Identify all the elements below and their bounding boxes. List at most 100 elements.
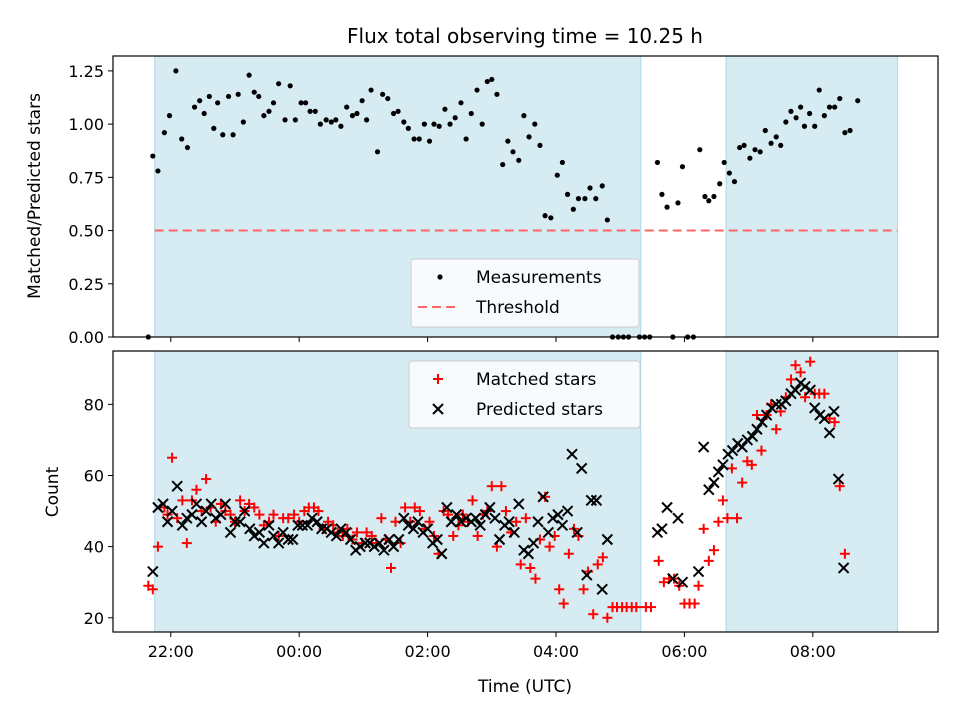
measurement-point <box>526 134 532 140</box>
measurement-point <box>344 104 350 110</box>
measurement-point <box>837 95 843 102</box>
measurement-point <box>783 119 789 125</box>
matched-star-point <box>703 555 714 566</box>
measurement-point <box>675 200 681 206</box>
legend-threshold-label: Threshold <box>475 298 560 318</box>
x-tick-label: 22:00 <box>148 642 194 661</box>
predicted-star-point <box>166 505 178 517</box>
legend-matched-marker <box>433 374 443 384</box>
predicted-star-point <box>445 516 458 528</box>
matched-star-point <box>713 516 724 527</box>
legend-predicted-marker <box>432 403 444 415</box>
measurement-point <box>338 123 344 129</box>
measurement-point <box>798 104 804 110</box>
measurement-point <box>505 138 511 144</box>
matched-star-point <box>805 356 816 367</box>
measurement-point <box>225 93 232 100</box>
measurement-point <box>220 132 226 138</box>
predicted-star-point <box>190 498 203 510</box>
matched-star-point <box>717 495 728 506</box>
matched-star-point <box>167 452 178 463</box>
matched-star-point <box>424 516 435 527</box>
matched-star-point <box>361 527 372 538</box>
predicted-star-point <box>692 565 705 578</box>
measurement-point <box>150 153 156 159</box>
predicted-star-point <box>229 516 241 528</box>
measurement-point <box>155 168 161 174</box>
top-panel: 0.00 0.25 0.50 0.75 1.00 1.25 Matched/Predict… <box>25 55 939 347</box>
predicted-star-point <box>804 384 816 396</box>
matched-star-point <box>698 523 709 534</box>
measurement-point <box>235 91 241 97</box>
measurement-point <box>731 178 738 185</box>
matched-star-point <box>323 516 334 527</box>
predicted-star-point <box>756 416 768 428</box>
matched-star-point <box>819 388 830 399</box>
predicted-star-point <box>703 484 715 496</box>
matched-star-point <box>289 509 300 520</box>
predicted-star-point <box>340 526 352 539</box>
predicted-star-point <box>152 501 164 514</box>
measurement-point <box>599 183 605 189</box>
measurement-point <box>593 196 599 202</box>
top-y-tick-label: 0.50 <box>68 222 104 241</box>
measurement-point <box>447 121 453 127</box>
measurement-point <box>431 121 437 127</box>
measurement-point <box>215 100 221 106</box>
matched-star-point <box>467 495 478 506</box>
measurement-point <box>197 98 203 104</box>
top-y-tick-label: 1.00 <box>68 115 104 134</box>
matched-star-point <box>756 445 767 456</box>
measurement-point <box>847 127 853 134</box>
predicted-star-point <box>200 505 212 517</box>
predicted-star-point <box>253 526 266 539</box>
measurement-point <box>442 106 448 112</box>
measurement-point <box>211 125 217 131</box>
measurement-point <box>801 123 808 129</box>
measurement-point <box>349 113 356 119</box>
matched-star-point <box>177 495 188 506</box>
predicted-star-point <box>537 491 549 503</box>
matched-star-point <box>235 495 246 506</box>
predicted-star-point <box>277 526 289 539</box>
legend-matched-label: Matched stars <box>476 370 596 390</box>
predicted-star-point <box>315 523 328 535</box>
matched-star-point <box>592 559 603 570</box>
measurement-point <box>474 87 480 93</box>
matched-star-point <box>631 602 642 613</box>
measurement-point <box>401 119 407 125</box>
predicted-star-point <box>161 516 174 528</box>
measurement-point <box>842 130 848 136</box>
measurement-point <box>706 198 712 204</box>
measurement-point <box>251 89 257 95</box>
matched-star-point <box>520 513 531 524</box>
measurement-point <box>363 117 370 123</box>
predicted-star-point <box>306 512 318 524</box>
matched-star-point <box>515 559 526 570</box>
measurement-point <box>256 93 262 100</box>
matched-star-point <box>366 530 377 541</box>
predicted-star-point <box>676 576 689 588</box>
measurement-point <box>702 193 708 200</box>
predicted-star-point <box>244 523 256 535</box>
predicted-star-point <box>263 519 275 531</box>
predicted-star-point <box>248 530 260 542</box>
predicted-star-point <box>489 512 501 524</box>
matched-star-point <box>602 612 613 623</box>
matched-star-point <box>658 577 669 588</box>
matched-star-point <box>839 548 850 559</box>
matched-star-point <box>191 484 202 495</box>
measurement-point <box>542 213 548 219</box>
legend-measurements-label: Measurements <box>476 268 602 288</box>
matched-star-point <box>376 513 387 524</box>
matched-star-point <box>414 506 425 517</box>
predicted-star-point <box>596 583 608 596</box>
predicted-star-point <box>412 516 424 528</box>
predicted-star-point <box>581 569 593 581</box>
matched-star-point <box>448 530 459 541</box>
measurement-point <box>587 185 593 191</box>
predicted-star-point <box>799 380 811 393</box>
predicted-star-point <box>470 512 482 524</box>
x-tick-label: 08:00 <box>790 642 836 661</box>
x-tick-label: 04:00 <box>533 642 579 661</box>
